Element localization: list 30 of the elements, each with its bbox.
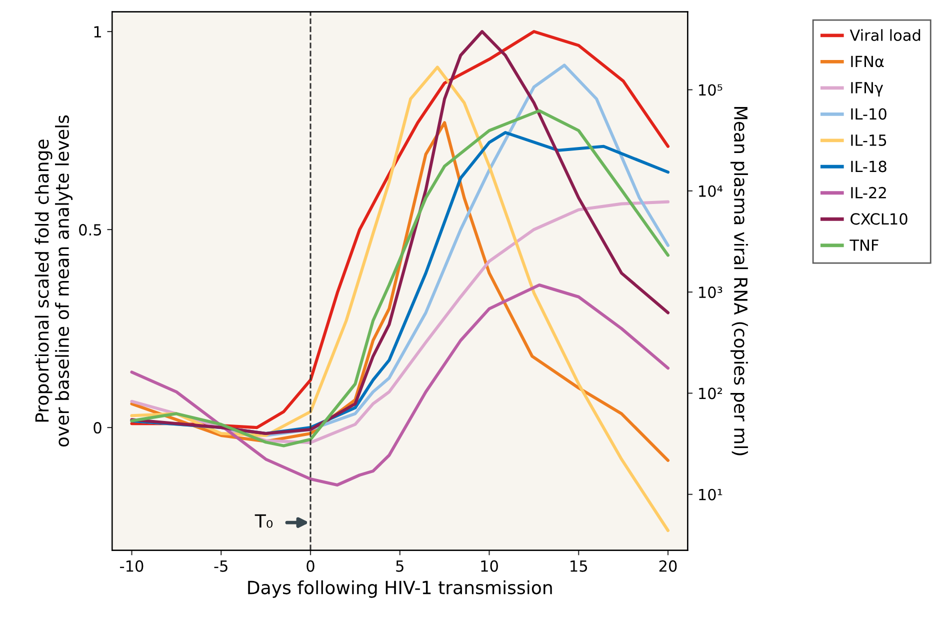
x-tick-label: 0 <box>306 560 314 572</box>
y-tick-label: 0 <box>94 422 102 434</box>
legend-label: IFNγ <box>851 82 884 96</box>
legend-label: Viral load <box>850 29 920 42</box>
y2-tick-label: 10³ <box>699 286 722 298</box>
y2-tick-label: 10⁴ <box>699 185 722 197</box>
legend-label: IL-10 <box>851 108 886 120</box>
y-axis-title: Proportional scaled fold change over baseline of mean analyte levels <box>34 115 73 447</box>
legend-label: TNF <box>850 240 878 251</box>
annotation: T₀ <box>254 514 273 528</box>
line-series <box>130 66 670 532</box>
legend-label: IL-15 <box>851 134 886 146</box>
x-tick-label: -5 <box>214 560 228 572</box>
y2-tick-label: 10¹ <box>699 488 722 500</box>
line-series <box>130 283 670 486</box>
x-tick-label: 20 <box>659 560 677 572</box>
legend-label: CXCL10 <box>850 213 908 225</box>
y-tick-label: 1 <box>94 26 101 38</box>
x-tick-label: 15 <box>570 560 588 572</box>
x-axis-title: Days following HIV-1 transmission <box>248 580 552 598</box>
x-tick-label: -10 <box>120 560 144 572</box>
legend-label: IL-22 <box>851 186 886 198</box>
legend-label: IL-18 <box>851 160 886 172</box>
x-tick-label: 5 <box>396 560 404 572</box>
legend-label: IFNα <box>851 56 884 68</box>
y2-tick-label: 10⁵ <box>699 84 722 96</box>
y2-axis-title: Mean plasma viral RNA (copies per ml) <box>730 107 748 456</box>
y2-tick-label: 10² <box>699 388 722 400</box>
y-tick-label: 0.5 <box>79 224 102 236</box>
x-tick-label: 10 <box>481 560 498 572</box>
